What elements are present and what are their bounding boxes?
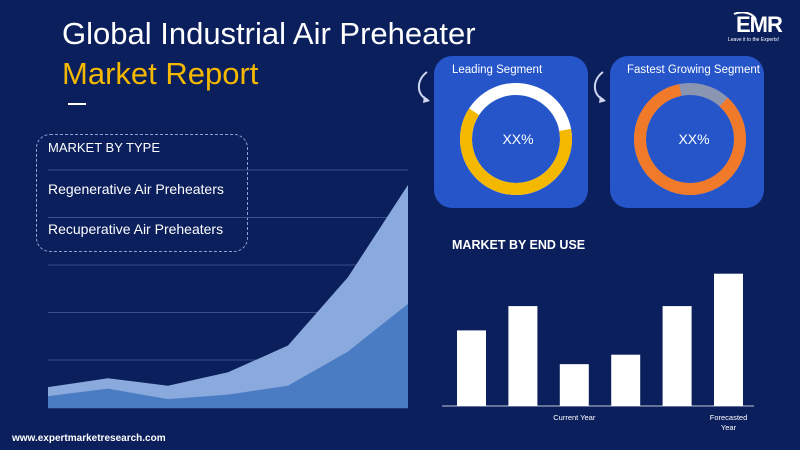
leading-segment-title: Leading Segment [452, 64, 543, 76]
bar-tick-label: Forecasted [710, 413, 748, 422]
market-by-type-box [36, 134, 248, 252]
bar [611, 354, 641, 406]
bar [662, 306, 692, 406]
bar-tick-label: Current Year [553, 413, 596, 422]
page-title-line2: Market Report [62, 56, 259, 91]
page-title-line1: Global Industrial Air Preheater [62, 16, 476, 51]
fastest-segment-ring-fill [634, 83, 746, 196]
bar-tick-label: Year [721, 423, 737, 432]
leading-segment-ring-fill [460, 83, 572, 195]
area-series-2 [48, 303, 408, 408]
logo-text: EMR [736, 12, 783, 37]
footer-url: www.expertmarketresearch.com [12, 433, 166, 444]
type-item-recuperative: Recuperative Air Preheaters [48, 221, 224, 237]
bar [559, 364, 589, 406]
bar [457, 330, 486, 406]
market-by-end-use-title: MARKET BY END USE [452, 238, 586, 252]
title-underline [68, 103, 86, 105]
type-item-regenerative: Regenerative Air Preheaters [48, 181, 224, 197]
logo-tagline: Leave it to the Experts! [728, 37, 780, 43]
rotate-arrow-icon [417, 71, 430, 103]
rotate-arrow-icon [593, 71, 606, 103]
leading-segment-value: XX% [502, 131, 534, 147]
bar [714, 273, 743, 406]
market-by-type-heading: MARKET BY TYPE [48, 140, 160, 155]
bar [508, 306, 538, 406]
emr-logo-icon [733, 12, 757, 21]
area-series-1 [48, 184, 408, 408]
fastest-segment-title: Fastest Growing Segment [627, 64, 760, 76]
fastest-segment-value: XX% [678, 131, 710, 147]
